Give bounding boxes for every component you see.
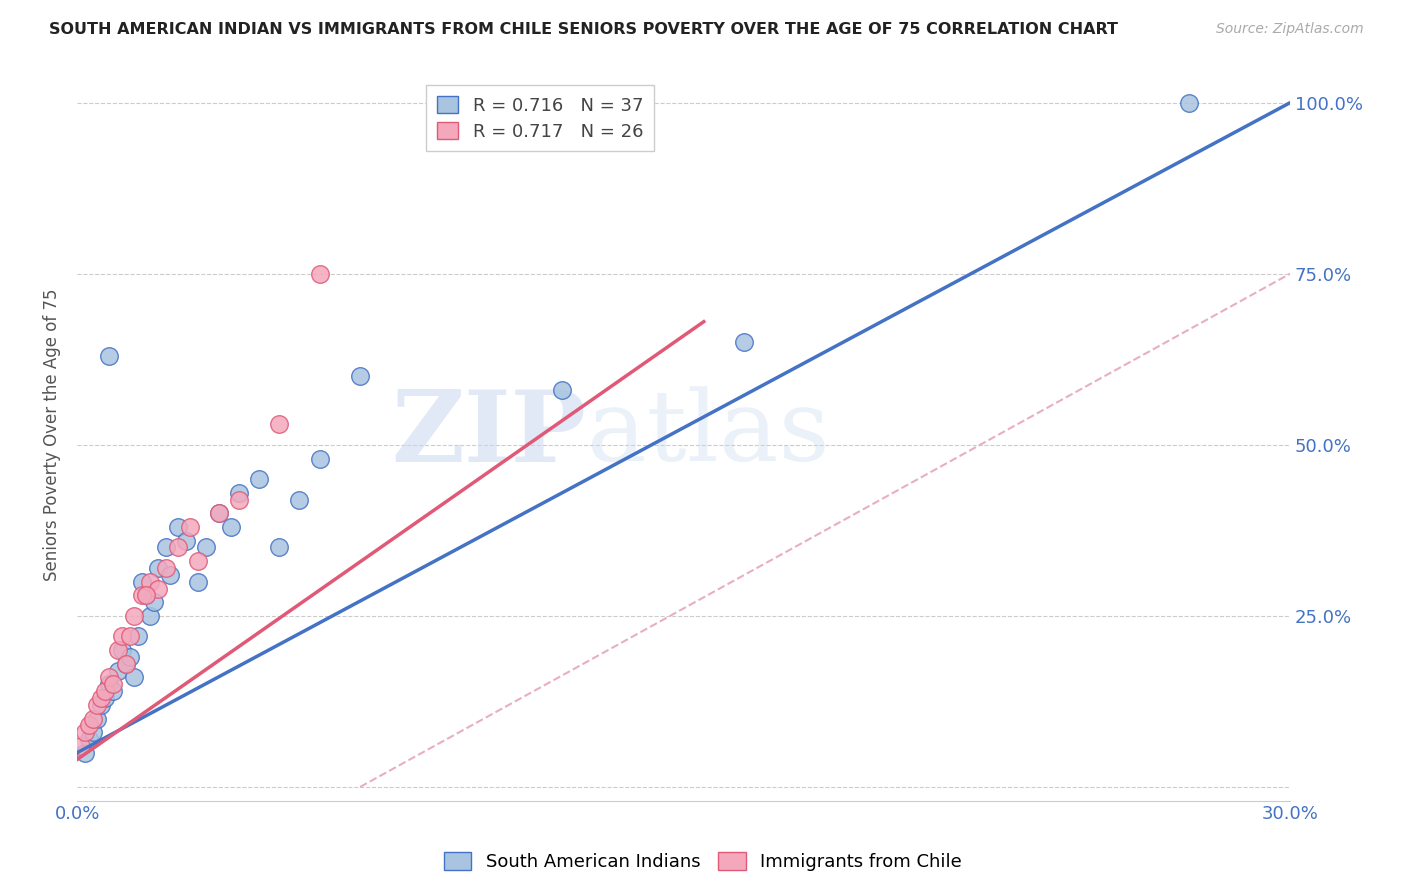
- Point: [122, 670, 145, 684]
- Point: [269, 417, 291, 432]
- Point: [228, 485, 250, 500]
- Y-axis label: Seniors Poverty Over the Age of 75: Seniors Poverty Over the Age of 75: [44, 288, 60, 581]
- Point: [1178, 95, 1201, 110]
- Point: [139, 608, 162, 623]
- Point: [107, 664, 129, 678]
- Point: [122, 608, 145, 623]
- Point: [110, 643, 132, 657]
- Text: ZIP: ZIP: [392, 386, 586, 483]
- Point: [114, 657, 136, 671]
- Point: [187, 554, 209, 568]
- Point: [103, 677, 125, 691]
- Point: [94, 684, 117, 698]
- Point: [207, 506, 229, 520]
- Text: SOUTH AMERICAN INDIAN VS IMMIGRANTS FROM CHILE SENIORS POVERTY OVER THE AGE OF 7: SOUTH AMERICAN INDIAN VS IMMIGRANTS FROM…: [49, 22, 1118, 37]
- Point: [75, 725, 97, 739]
- Point: [77, 718, 100, 732]
- Point: [349, 369, 371, 384]
- Point: [82, 725, 104, 739]
- Point: [146, 561, 169, 575]
- Point: [98, 349, 121, 363]
- Point: [114, 657, 136, 671]
- Point: [308, 267, 330, 281]
- Text: Source: ZipAtlas.com: Source: ZipAtlas.com: [1216, 22, 1364, 37]
- Point: [82, 712, 104, 726]
- Point: [228, 492, 250, 507]
- Point: [159, 567, 181, 582]
- Point: [733, 335, 755, 350]
- Point: [131, 588, 153, 602]
- Point: [142, 595, 165, 609]
- Point: [103, 684, 125, 698]
- Point: [551, 383, 574, 397]
- Point: [179, 520, 201, 534]
- Legend: South American Indians, Immigrants from Chile: South American Indians, Immigrants from …: [437, 846, 969, 879]
- Point: [90, 698, 112, 712]
- Point: [70, 739, 93, 753]
- Point: [98, 677, 121, 691]
- Point: [146, 582, 169, 596]
- Point: [195, 541, 218, 555]
- Legend: R = 0.716   N = 37, R = 0.717   N = 26: R = 0.716 N = 37, R = 0.717 N = 26: [426, 85, 654, 152]
- Point: [127, 629, 149, 643]
- Point: [174, 533, 197, 548]
- Point: [187, 574, 209, 589]
- Point: [94, 690, 117, 705]
- Point: [90, 690, 112, 705]
- Point: [98, 670, 121, 684]
- Point: [167, 541, 190, 555]
- Point: [207, 506, 229, 520]
- Point: [118, 649, 141, 664]
- Point: [167, 520, 190, 534]
- Point: [77, 732, 100, 747]
- Point: [135, 588, 157, 602]
- Text: atlas: atlas: [586, 386, 830, 483]
- Point: [155, 561, 177, 575]
- Point: [139, 574, 162, 589]
- Point: [219, 520, 242, 534]
- Point: [110, 629, 132, 643]
- Point: [269, 541, 291, 555]
- Point: [288, 492, 311, 507]
- Point: [118, 629, 141, 643]
- Point: [308, 451, 330, 466]
- Point: [155, 541, 177, 555]
- Point: [135, 588, 157, 602]
- Point: [86, 712, 108, 726]
- Point: [131, 574, 153, 589]
- Point: [107, 643, 129, 657]
- Point: [75, 746, 97, 760]
- Point: [86, 698, 108, 712]
- Point: [247, 472, 270, 486]
